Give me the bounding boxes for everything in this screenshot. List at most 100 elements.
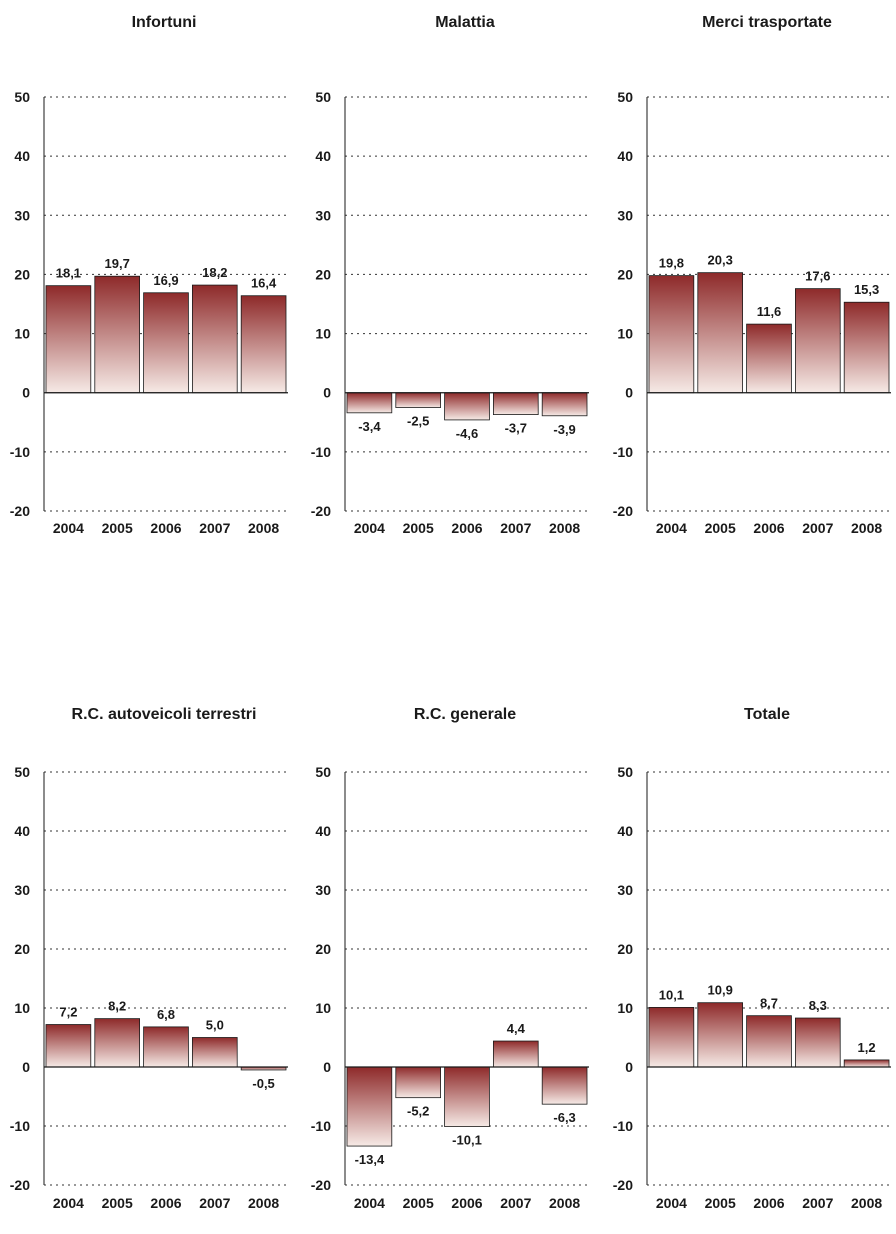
data-label: -10,1 bbox=[452, 1133, 482, 1148]
data-label: 5,0 bbox=[206, 1018, 224, 1033]
bar bbox=[240, 295, 287, 394]
y-tick-label: 50 bbox=[617, 89, 633, 105]
x-tick-label: 2006 bbox=[753, 1195, 784, 1211]
bar bbox=[191, 284, 238, 394]
data-label: 4,4 bbox=[507, 1021, 526, 1036]
data-label: 19,8 bbox=[659, 256, 684, 271]
bar bbox=[541, 392, 588, 417]
bar bbox=[94, 275, 141, 394]
y-tick-label: 10 bbox=[315, 1000, 331, 1016]
x-tick-label: 2008 bbox=[549, 520, 580, 536]
x-tick-label: 2005 bbox=[102, 1195, 133, 1211]
x-tick-label: 2007 bbox=[199, 520, 230, 536]
data-label: 1,2 bbox=[858, 1040, 876, 1055]
y-tick-label: 50 bbox=[315, 89, 331, 105]
bar bbox=[648, 1007, 695, 1068]
y-tick-label: -20 bbox=[311, 503, 331, 519]
y-tick-label: 20 bbox=[315, 941, 331, 957]
data-label: -3,7 bbox=[505, 421, 527, 436]
y-tick-label: 10 bbox=[617, 326, 633, 342]
data-label: 16,4 bbox=[251, 276, 277, 291]
x-tick-label: 2006 bbox=[150, 520, 181, 536]
y-tick-label: -10 bbox=[10, 1118, 30, 1134]
bar bbox=[746, 323, 792, 394]
data-label: -2,5 bbox=[407, 414, 429, 429]
chart-panel: Merci trasportate 50 40 30 20 10 0 -10 -20 19,8 20… bbox=[613, 14, 891, 536]
bar bbox=[648, 275, 695, 394]
data-label: 8,2 bbox=[108, 999, 126, 1014]
y-tick-label: 30 bbox=[14, 882, 30, 898]
chart-panel: R.C. autoveicoli terrestri 50 40 30 20 10 0 -10… bbox=[10, 706, 288, 1211]
x-tick-label: 2005 bbox=[102, 520, 133, 536]
bar bbox=[191, 1037, 238, 1068]
y-tick-label: -20 bbox=[311, 1177, 331, 1193]
data-label: 15,3 bbox=[854, 282, 879, 297]
y-tick-label: 0 bbox=[323, 385, 331, 401]
bar bbox=[143, 292, 189, 394]
y-tick-label: -20 bbox=[10, 503, 30, 519]
y-tick-label: 30 bbox=[14, 207, 30, 223]
x-tick-label: 2006 bbox=[451, 1195, 482, 1211]
data-label: -4,6 bbox=[456, 426, 478, 441]
y-tick-label: 30 bbox=[617, 207, 633, 223]
bar bbox=[45, 285, 92, 394]
data-label: 10,1 bbox=[659, 987, 684, 1002]
chart-title: Totale bbox=[744, 706, 790, 723]
x-tick-label: 2007 bbox=[500, 520, 531, 536]
data-label: 16,9 bbox=[153, 273, 178, 288]
data-label: 8,3 bbox=[809, 998, 827, 1013]
y-tick-label: 50 bbox=[14, 89, 30, 105]
x-tick-label: 2005 bbox=[403, 520, 434, 536]
y-tick-label: 20 bbox=[617, 941, 633, 957]
y-tick-label: 10 bbox=[617, 1000, 633, 1016]
y-tick-label: 40 bbox=[617, 823, 633, 839]
y-tick-label: -10 bbox=[311, 444, 331, 460]
x-tick-label: 2005 bbox=[705, 1195, 736, 1211]
x-tick-label: 2005 bbox=[403, 1195, 434, 1211]
chart-title: Merci trasportate bbox=[702, 14, 832, 31]
y-tick-label: 20 bbox=[14, 941, 30, 957]
bar bbox=[395, 1066, 441, 1099]
x-tick-label: 2004 bbox=[656, 520, 687, 536]
data-label: 10,9 bbox=[708, 983, 733, 998]
data-label: 19,7 bbox=[105, 256, 130, 271]
data-label: 20,3 bbox=[708, 253, 733, 268]
x-tick-label: 2007 bbox=[199, 1195, 230, 1211]
y-tick-label: 50 bbox=[14, 764, 30, 780]
y-tick-label: 0 bbox=[22, 1059, 30, 1075]
x-tick-label: 2006 bbox=[150, 1195, 181, 1211]
chart-panel: R.C. generale 50 40 30 20 10 0 -10 -20 -13,4 2004 -… bbox=[311, 706, 589, 1211]
bar bbox=[444, 1066, 490, 1127]
y-tick-label: -20 bbox=[613, 503, 633, 519]
x-tick-label: 2008 bbox=[248, 520, 279, 536]
x-tick-label: 2008 bbox=[851, 1195, 882, 1211]
y-tick-label: 0 bbox=[625, 385, 633, 401]
chart-title: R.C. generale bbox=[414, 706, 516, 723]
bar bbox=[346, 392, 393, 414]
y-tick-label: 10 bbox=[14, 326, 30, 342]
chart-title: R.C. autoveicoli terrestri bbox=[72, 706, 257, 723]
bar bbox=[541, 1066, 588, 1105]
chart-panel: Totale 50 40 30 20 10 0 -10 -20 10,1 2004 10,9 2005 8… bbox=[613, 706, 891, 1211]
data-label: -3,9 bbox=[553, 422, 575, 437]
x-tick-label: 2008 bbox=[549, 1195, 580, 1211]
y-tick-label: 30 bbox=[315, 207, 331, 223]
y-tick-label: 0 bbox=[323, 1059, 331, 1075]
y-tick-label: -10 bbox=[613, 1118, 633, 1134]
x-tick-label: 2008 bbox=[248, 1195, 279, 1211]
y-tick-label: 0 bbox=[625, 1059, 633, 1075]
y-tick-label: 40 bbox=[315, 148, 331, 164]
bar bbox=[795, 1017, 841, 1068]
x-tick-label: 2004 bbox=[354, 1195, 385, 1211]
bar bbox=[843, 1059, 890, 1068]
bar bbox=[395, 392, 441, 408]
y-tick-label: 40 bbox=[617, 148, 633, 164]
data-label: -0,5 bbox=[252, 1076, 274, 1091]
y-tick-label: 50 bbox=[617, 764, 633, 780]
data-label: -5,2 bbox=[407, 1104, 429, 1119]
y-tick-label: 20 bbox=[617, 266, 633, 282]
y-tick-label: 40 bbox=[315, 823, 331, 839]
bar bbox=[795, 288, 841, 394]
y-tick-label: 50 bbox=[315, 764, 331, 780]
